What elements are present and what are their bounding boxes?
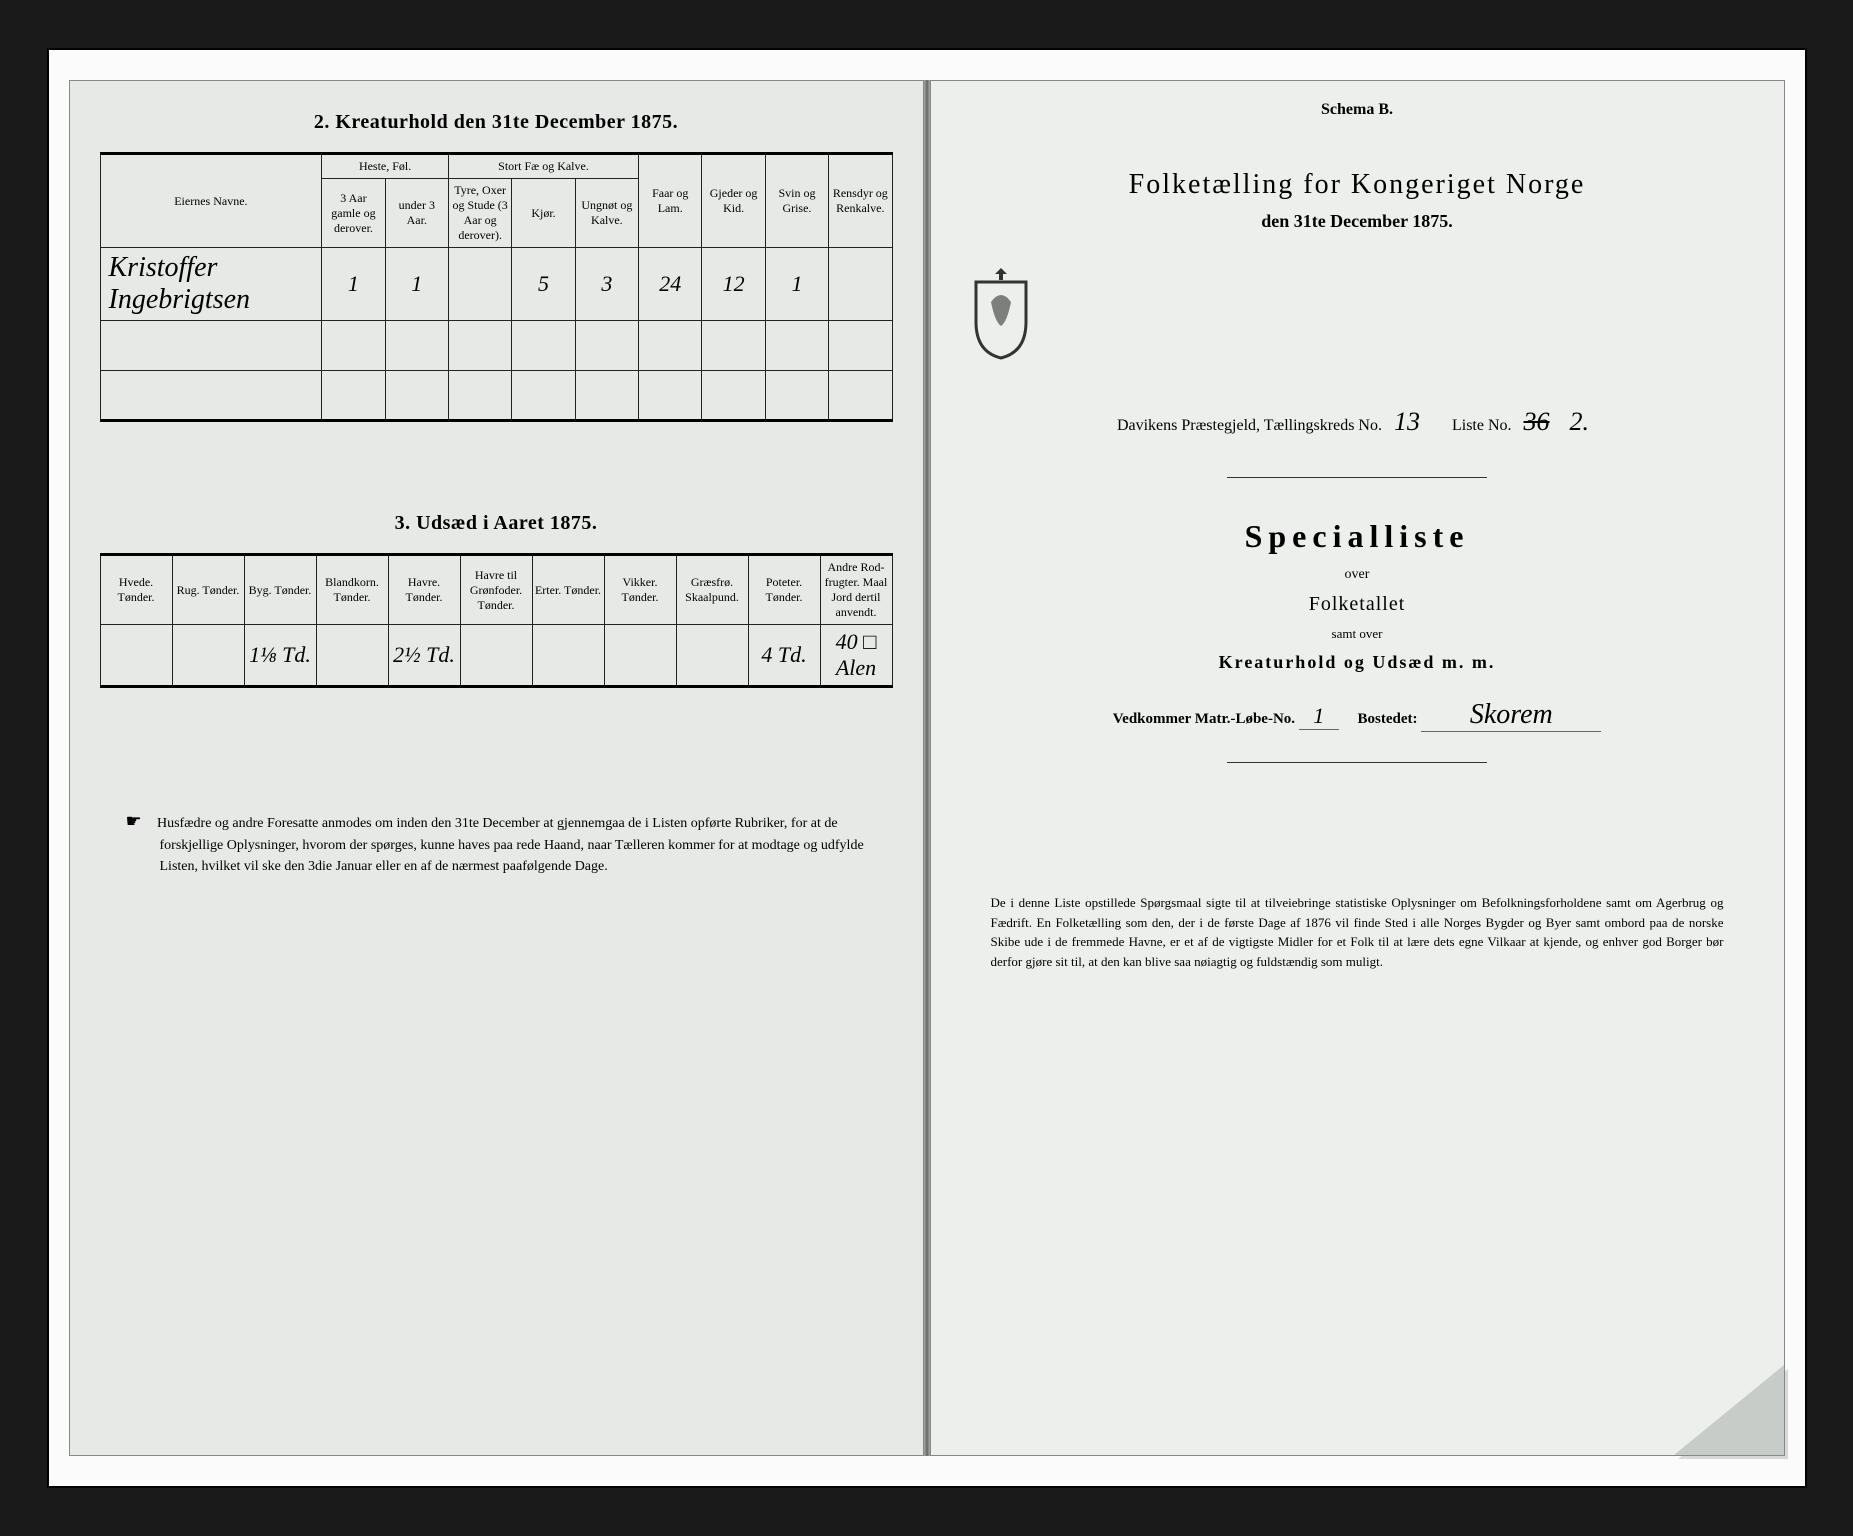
- u2: 1⅛ Td.: [244, 625, 316, 687]
- folketallet: Folketallet: [961, 593, 1754, 616]
- page-corner-fold: [1674, 1365, 1784, 1455]
- col-stort-b: Kjør.: [512, 179, 575, 248]
- divider2: [1227, 762, 1487, 763]
- section3-title: 3. Udsæd i Aaret 1875.: [100, 512, 893, 535]
- parish-label: Davikens Præstegjeld, Tællingskreds No.: [1117, 417, 1382, 434]
- left-page: 2. Kreaturhold den 31te December 1875. E…: [69, 80, 924, 1456]
- col-faar: Faar og Lam.: [639, 154, 702, 248]
- divider: [1227, 477, 1487, 478]
- u4: 2½ Td.: [388, 625, 460, 687]
- matr-line: Vedkommer Matr.-Løbe-No. 1 Bostedet: Sko…: [961, 699, 1754, 732]
- v2: [448, 248, 511, 321]
- section2-title: 2. Kreaturhold den 31te December 1875.: [100, 111, 893, 134]
- v8: [829, 248, 892, 321]
- census-title: Folketælling for Kongeriget Norge: [961, 169, 1754, 201]
- u1: [172, 625, 244, 687]
- scan-frame: 2. Kreaturhold den 31te December 1875. E…: [47, 48, 1807, 1488]
- over1: over: [961, 567, 1754, 583]
- specialliste: Specialliste: [961, 518, 1754, 555]
- col-gjeder: Gjeder og Kid.: [702, 154, 765, 248]
- c3-3: Blandkorn. Tønder.: [316, 555, 388, 625]
- c3-10: Andre Rod-frugter. Maal Jord dertil anve…: [820, 555, 892, 625]
- u9: 4 Td.: [748, 625, 820, 687]
- c3-7: Vikker. Tønder.: [604, 555, 676, 625]
- right-page: Schema B. Folketælling for Kongeriget No…: [930, 80, 1785, 1456]
- grp-heste: Heste, Føl.: [322, 154, 449, 179]
- c3-2: Byg. Tønder.: [244, 555, 316, 625]
- coat-of-arms-icon: [961, 262, 1041, 362]
- v6: 12: [702, 248, 765, 321]
- c3-8: Græsfrø. Skaalpund.: [676, 555, 748, 625]
- udsaed-table: Hvede. Tønder. Rug. Tønder. Byg. Tønder.…: [100, 553, 893, 688]
- col-svin: Svin og Grise.: [765, 154, 828, 248]
- grp-stort: Stort Fæ og Kalve.: [448, 154, 638, 179]
- v7: 1: [765, 248, 828, 321]
- col-stort-a: Tyre, Oxer og Stude (3 Aar og derover).: [448, 179, 511, 248]
- hand-pointer-icon: ☛: [126, 808, 154, 835]
- u10: 40 □ Alen: [820, 625, 892, 687]
- matr-no: 1: [1299, 703, 1339, 730]
- v1: 1: [385, 248, 448, 321]
- col-rens: Rensdyr og Renkalve.: [829, 154, 892, 248]
- matr-label: Vedkommer Matr.-Løbe-No.: [1113, 711, 1295, 727]
- c3-0: Hvede. Tønder.: [100, 555, 172, 625]
- kreaturhold-line: Kreaturhold og Udsæd m. m.: [961, 652, 1754, 673]
- liste-no: 2.: [1562, 407, 1598, 436]
- col-eiernes: Eiernes Navne.: [100, 154, 322, 248]
- v5: 24: [639, 248, 702, 321]
- census-date: den 31te December 1875.: [961, 211, 1754, 232]
- col-stort-c: Ungnøt og Kalve.: [575, 179, 638, 248]
- parish-line: Davikens Præstegjeld, Tællingskreds No. …: [961, 407, 1754, 437]
- u8: [676, 625, 748, 687]
- kreaturhold-table: Eiernes Navne. Heste, Føl. Stort Fæ og K…: [100, 152, 893, 422]
- v0: 1: [322, 248, 385, 321]
- right-footnote: De i denne Liste opstillede Spørgsmaal s…: [991, 893, 1724, 971]
- owner-name: Kristoffer Ingebrigtsen: [100, 248, 322, 321]
- left-footnote: ☛ Husfædre og andre Foresatte anmodes om…: [100, 808, 893, 877]
- schema-label: Schema B.: [961, 101, 1754, 119]
- liste-no-struck: 36: [1516, 407, 1558, 436]
- v4: 3: [575, 248, 638, 321]
- u5: [460, 625, 532, 687]
- col-heste-a: 3 Aar gamle og derover.: [322, 179, 385, 248]
- parish-no: 13: [1386, 407, 1428, 436]
- u7: [604, 625, 676, 687]
- book-spread: 2. Kreaturhold den 31te December 1875. E…: [69, 80, 1785, 1456]
- c3-9: Poteter. Tønder.: [748, 555, 820, 625]
- footnote-text: Husfædre og andre Foresatte anmodes om i…: [157, 816, 864, 874]
- samt-over: samt over: [961, 626, 1754, 642]
- c3-1: Rug. Tønder.: [172, 555, 244, 625]
- v3: 5: [512, 248, 575, 321]
- c3-6: Erter. Tønder.: [532, 555, 604, 625]
- c3-4: Havre. Tønder.: [388, 555, 460, 625]
- col-heste-b: under 3 Aar.: [385, 179, 448, 248]
- bostedet-label: Bostedet:: [1358, 711, 1418, 727]
- bostedet: Skorem: [1421, 699, 1601, 732]
- u0: [100, 625, 172, 687]
- u3: [316, 625, 388, 687]
- liste-label: Liste No.: [1452, 417, 1512, 434]
- c3-5: Havre til Grønfoder. Tønder.: [460, 555, 532, 625]
- u6: [532, 625, 604, 687]
